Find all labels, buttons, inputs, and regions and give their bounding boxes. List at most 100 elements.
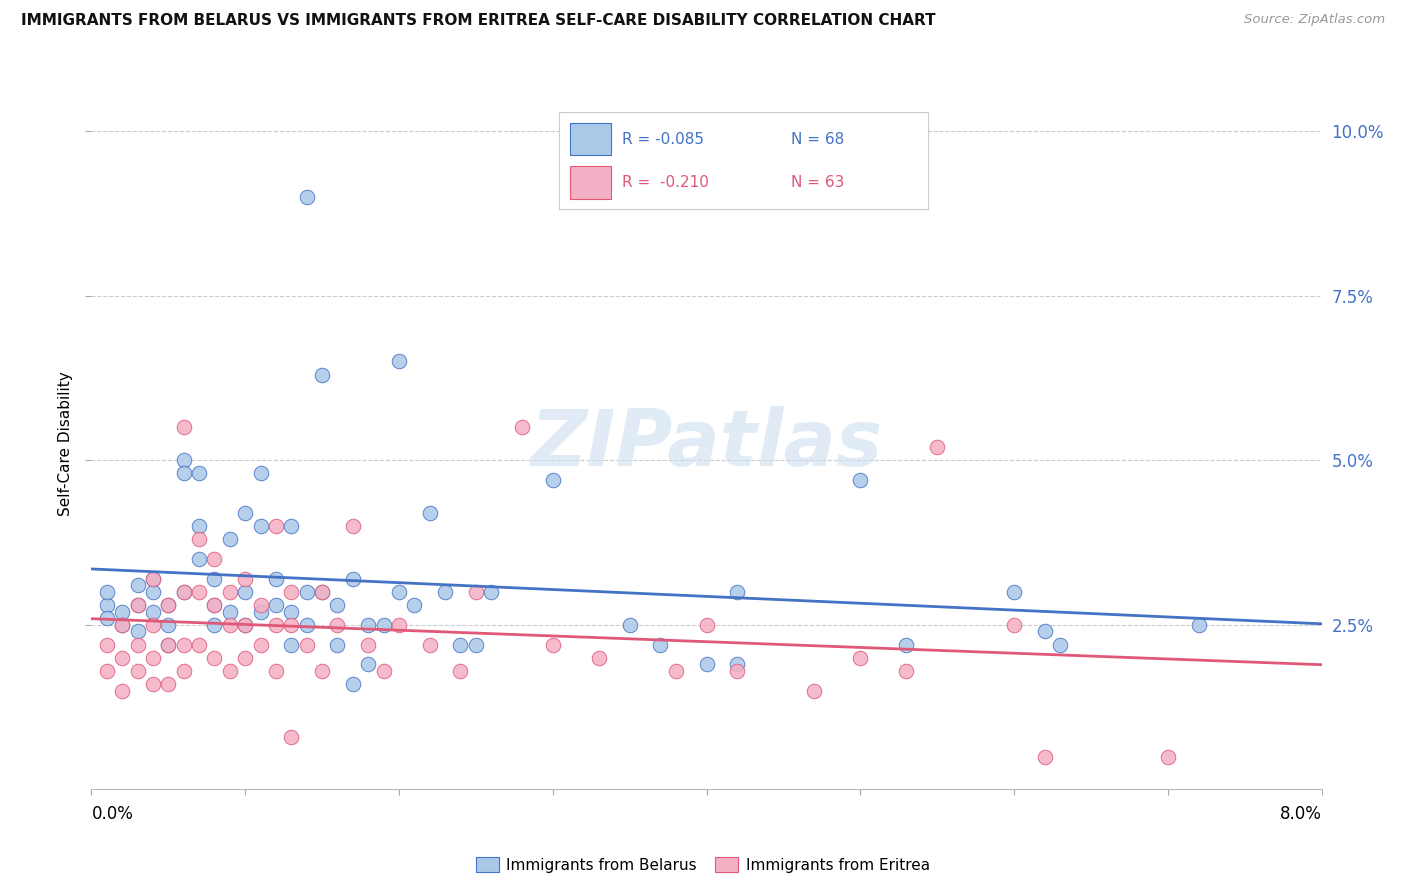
Point bbox=[311, 585, 333, 599]
Legend: Immigrants from Belarus, Immigrants from Eritrea: Immigrants from Belarus, Immigrants from… bbox=[471, 853, 935, 877]
Point bbox=[280, 519, 302, 533]
Point bbox=[388, 585, 411, 599]
Point bbox=[464, 638, 486, 652]
Point bbox=[202, 650, 225, 665]
Point bbox=[725, 664, 748, 678]
Point bbox=[127, 624, 149, 639]
Text: ZIPatlas: ZIPatlas bbox=[530, 406, 883, 482]
Point bbox=[249, 519, 271, 533]
Point bbox=[725, 657, 748, 672]
Point bbox=[96, 611, 118, 625]
Point bbox=[142, 677, 165, 691]
Point bbox=[173, 467, 195, 481]
Point bbox=[695, 617, 717, 632]
Point bbox=[357, 617, 380, 632]
Point bbox=[541, 638, 564, 652]
Point bbox=[202, 617, 225, 632]
Point bbox=[188, 533, 211, 547]
Point bbox=[157, 638, 180, 652]
Point bbox=[1002, 585, 1025, 599]
Point bbox=[157, 617, 180, 632]
Point bbox=[96, 638, 118, 652]
Point bbox=[142, 572, 165, 586]
Point bbox=[142, 650, 165, 665]
Point bbox=[188, 585, 211, 599]
Point bbox=[326, 617, 349, 632]
Point bbox=[419, 506, 441, 520]
Point bbox=[202, 572, 225, 586]
Point bbox=[218, 617, 240, 632]
Point bbox=[233, 650, 256, 665]
Point bbox=[295, 585, 318, 599]
Point bbox=[218, 605, 240, 619]
Point bbox=[142, 617, 165, 632]
Point bbox=[588, 650, 610, 665]
Point bbox=[173, 638, 195, 652]
Point bbox=[326, 598, 349, 612]
Point bbox=[218, 585, 240, 599]
Point bbox=[111, 605, 134, 619]
Point bbox=[1187, 617, 1209, 632]
Point bbox=[188, 638, 211, 652]
Point bbox=[280, 730, 302, 744]
Point bbox=[357, 657, 380, 672]
Point bbox=[249, 467, 271, 481]
Point bbox=[849, 650, 872, 665]
Point bbox=[1002, 617, 1025, 632]
Point bbox=[357, 638, 380, 652]
Point bbox=[202, 598, 225, 612]
Point bbox=[233, 585, 256, 599]
Point bbox=[725, 585, 748, 599]
Point bbox=[249, 598, 271, 612]
Point bbox=[404, 598, 426, 612]
Point bbox=[311, 368, 333, 382]
Point bbox=[233, 617, 256, 632]
Point bbox=[202, 598, 225, 612]
Point bbox=[280, 605, 302, 619]
Point bbox=[896, 664, 918, 678]
Point bbox=[96, 585, 118, 599]
Point bbox=[342, 677, 364, 691]
Point bbox=[264, 598, 287, 612]
Point bbox=[173, 585, 195, 599]
Point bbox=[1033, 624, 1056, 639]
Y-axis label: Self-Care Disability: Self-Care Disability bbox=[58, 371, 73, 516]
Point bbox=[264, 664, 287, 678]
Point bbox=[449, 638, 471, 652]
Text: 0.0%: 0.0% bbox=[91, 805, 134, 822]
Point bbox=[111, 683, 134, 698]
Point bbox=[127, 664, 149, 678]
Text: Source: ZipAtlas.com: Source: ZipAtlas.com bbox=[1244, 13, 1385, 27]
Point bbox=[111, 617, 134, 632]
Point bbox=[650, 638, 672, 652]
Point bbox=[173, 585, 195, 599]
Point bbox=[1157, 749, 1180, 764]
Point bbox=[233, 572, 256, 586]
Point bbox=[342, 519, 364, 533]
Point bbox=[295, 617, 318, 632]
Point bbox=[464, 585, 486, 599]
Text: IMMIGRANTS FROM BELARUS VS IMMIGRANTS FROM ERITREA SELF-CARE DISABILITY CORRELAT: IMMIGRANTS FROM BELARUS VS IMMIGRANTS FR… bbox=[21, 13, 936, 29]
Point bbox=[541, 473, 564, 487]
Point bbox=[96, 598, 118, 612]
Point bbox=[342, 572, 364, 586]
Point bbox=[479, 585, 502, 599]
Point bbox=[510, 420, 533, 434]
Point bbox=[665, 664, 688, 678]
Point bbox=[249, 605, 271, 619]
Text: 8.0%: 8.0% bbox=[1279, 805, 1322, 822]
Point bbox=[188, 552, 211, 566]
Point bbox=[173, 420, 195, 434]
Point bbox=[619, 617, 641, 632]
Point bbox=[264, 572, 287, 586]
Point bbox=[695, 657, 717, 672]
Point bbox=[157, 638, 180, 652]
Point bbox=[142, 605, 165, 619]
Point bbox=[127, 638, 149, 652]
Point bbox=[280, 638, 302, 652]
Point bbox=[127, 598, 149, 612]
Point bbox=[173, 664, 195, 678]
Point bbox=[927, 440, 949, 454]
Point bbox=[173, 453, 195, 467]
Point bbox=[849, 473, 872, 487]
